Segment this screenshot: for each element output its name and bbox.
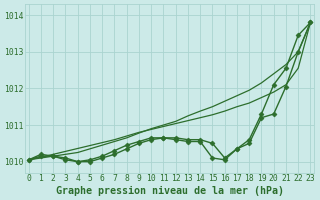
X-axis label: Graphe pression niveau de la mer (hPa): Graphe pression niveau de la mer (hPa) bbox=[56, 186, 284, 196]
